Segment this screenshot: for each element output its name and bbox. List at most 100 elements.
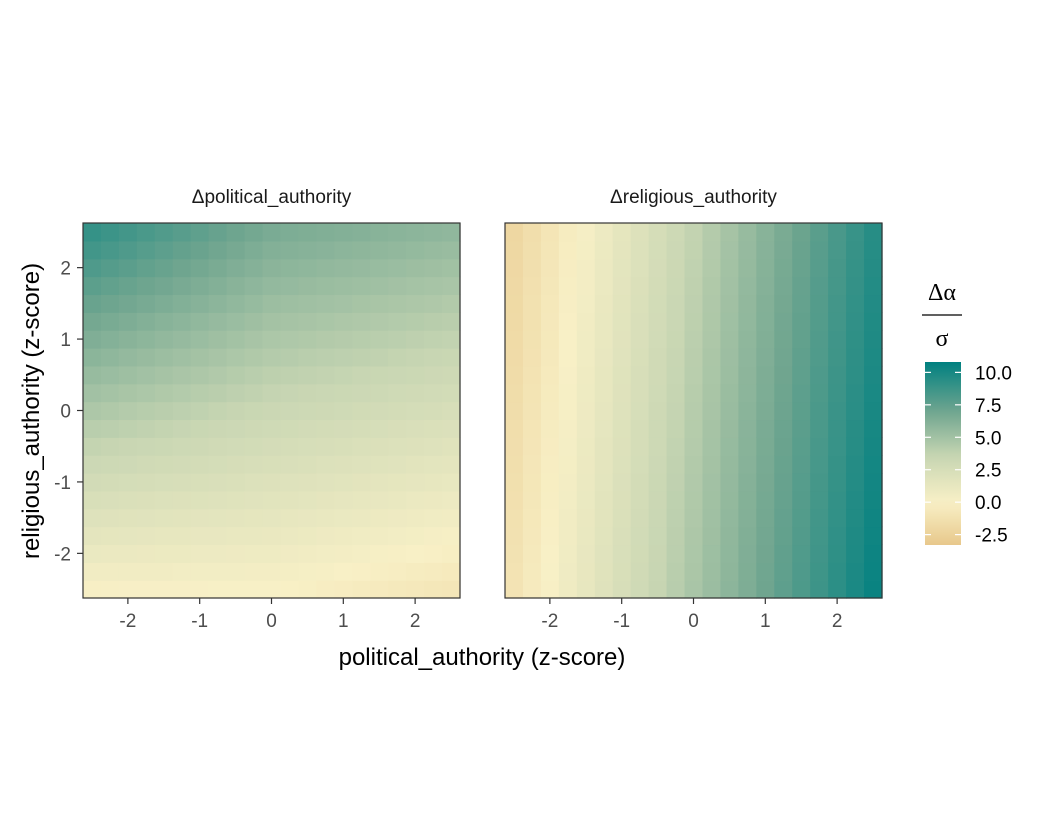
heatmap-cell — [244, 240, 264, 260]
heatmap-cell — [702, 544, 722, 563]
heatmap-cell — [666, 526, 686, 546]
heatmap-cell — [576, 330, 596, 349]
heatmap-cell — [172, 330, 192, 349]
heatmap-cell — [540, 419, 560, 438]
heatmap-cell — [208, 401, 228, 421]
heatmap-cell — [558, 294, 578, 313]
heatmap-cell — [738, 562, 757, 581]
heatmap-cell — [190, 276, 210, 296]
heatmap-cell — [352, 419, 371, 438]
heatmap-cell — [352, 562, 371, 581]
heatmap-cell — [720, 562, 739, 581]
heatmap-cell — [612, 419, 632, 438]
heatmap-cell — [828, 508, 847, 528]
heatmap-cell — [774, 526, 793, 546]
heatmap-cell — [576, 437, 596, 456]
heatmap-cell — [334, 223, 353, 242]
heatmap-cell — [208, 562, 228, 581]
heatmap-cell — [630, 526, 650, 546]
heatmap-cell — [864, 383, 883, 403]
heatmap-cell — [864, 348, 883, 367]
heatmap-cell — [298, 526, 317, 546]
heatmap-cell — [298, 223, 317, 242]
heatmap-cell — [226, 490, 246, 510]
heatmap-cell — [370, 258, 389, 278]
heatmap-cell — [540, 365, 560, 385]
heatmap-cell — [190, 508, 210, 528]
heatmap-cell — [810, 240, 829, 260]
heatmap-cell — [442, 473, 461, 492]
heatmap-cell — [774, 258, 793, 278]
heatmap-cell — [720, 258, 739, 278]
heatmap-cell — [684, 562, 704, 581]
heatmap-cell — [612, 580, 632, 599]
heatmap-cell — [100, 223, 120, 242]
heatmap-cell — [505, 383, 524, 403]
heatmap-cell — [280, 276, 300, 296]
heatmap-cell — [576, 473, 596, 492]
heatmap-cell — [100, 508, 120, 528]
heatmap-cell — [522, 526, 542, 546]
heatmap-cell — [522, 401, 542, 421]
heatmap-cell — [424, 383, 443, 403]
heatmap-cell — [406, 258, 425, 278]
heatmap-cell — [172, 223, 192, 242]
heatmap-cell — [172, 455, 192, 474]
y-axis-title: religious_authority (z-score) — [18, 263, 45, 559]
heatmap-cell — [280, 580, 300, 599]
heatmap-cell — [666, 437, 686, 456]
heatmap-cell — [648, 401, 668, 421]
heatmap-cell — [388, 419, 407, 438]
heatmap-cell — [136, 365, 156, 385]
heatmap-cell — [846, 455, 865, 474]
heatmap-cell — [648, 526, 668, 546]
heatmap-cell — [154, 383, 174, 403]
heatmap-cell — [100, 330, 120, 349]
heatmap-cell — [648, 383, 668, 403]
heatmap-cell — [190, 294, 210, 313]
x-tick-label: -1 — [613, 611, 630, 632]
heatmap-cell — [280, 330, 300, 349]
heatmap-cell — [442, 312, 461, 331]
heatmap-cell — [738, 348, 757, 367]
heatmap-cell — [522, 419, 542, 438]
heatmap-cell — [864, 330, 883, 349]
heatmap-cell — [262, 490, 282, 510]
heatmap-cell — [666, 223, 686, 242]
heatmap-cell — [666, 383, 686, 403]
heatmap-cell — [540, 258, 560, 278]
heatmap-cell — [136, 401, 156, 421]
heatmap-cell — [136, 419, 156, 438]
heatmap-cell — [244, 437, 264, 456]
heatmap-cell — [720, 580, 739, 599]
heatmap-cell — [442, 348, 461, 367]
heatmap-cell — [226, 437, 246, 456]
heatmap-cell — [522, 258, 542, 278]
heatmap-cell — [352, 294, 371, 313]
heatmap-cell — [612, 223, 632, 242]
heatmap-cell — [792, 383, 811, 403]
heatmap-cell — [505, 580, 524, 599]
heatmap-cell — [442, 562, 461, 581]
heatmap-cell — [846, 312, 865, 331]
heatmap-cell — [424, 473, 443, 492]
heatmap-cell — [828, 544, 847, 563]
heatmap-cell — [666, 258, 686, 278]
heatmap-cell — [594, 419, 614, 438]
heatmap-cell — [406, 473, 425, 492]
heatmap-cell — [522, 383, 542, 403]
heatmap-cell — [172, 544, 192, 563]
heatmap-cell — [684, 258, 704, 278]
heatmap-cell — [576, 258, 596, 278]
legend-tick-label: 5.0 — [975, 428, 1001, 449]
heatmap-cell — [702, 508, 722, 528]
heatmap-cell — [738, 258, 757, 278]
heatmap-cell — [810, 490, 829, 510]
heatmap-cell — [406, 544, 425, 563]
heatmap-cell — [406, 401, 425, 421]
heatmap-cell — [756, 330, 775, 349]
heatmap-cell — [406, 240, 425, 260]
heatmap-cell — [190, 580, 210, 599]
heatmap-cell — [172, 437, 192, 456]
heatmap-cell — [406, 526, 425, 546]
